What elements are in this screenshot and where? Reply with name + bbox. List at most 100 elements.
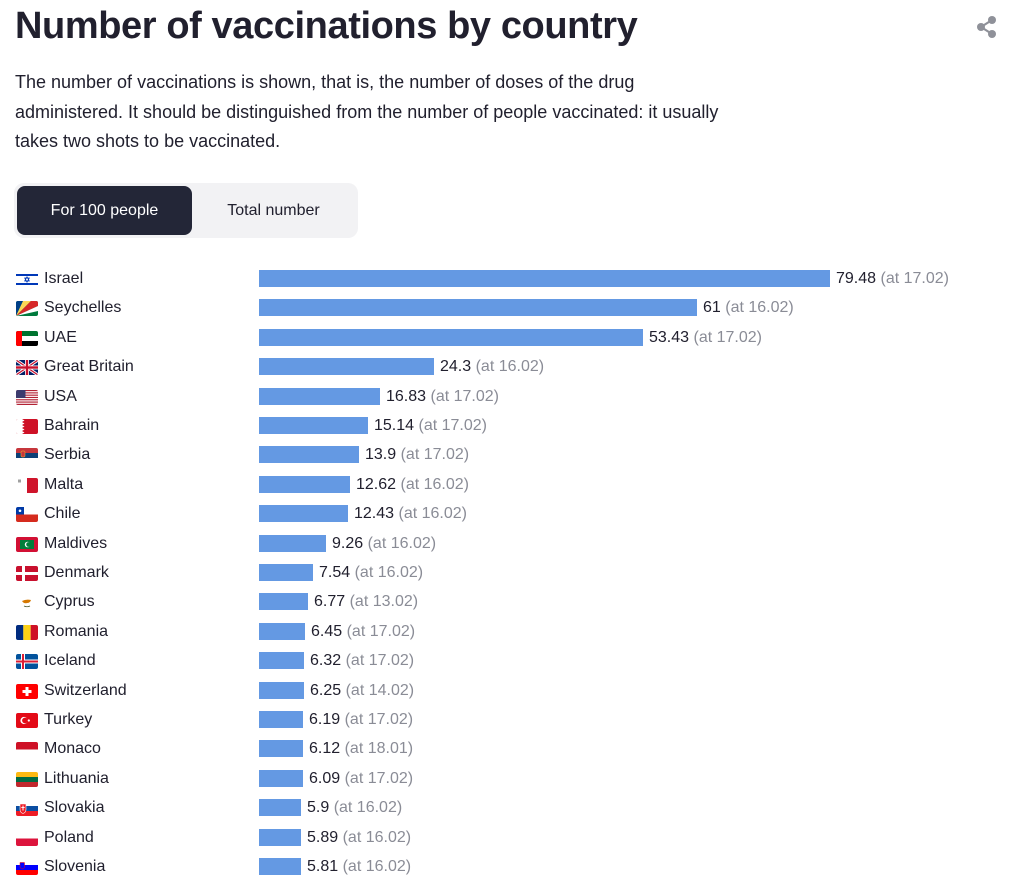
value-date: (at 18.01) xyxy=(344,740,414,758)
value-label: 6.25 (at 14.02) xyxy=(310,680,414,702)
value-date: (at 16.02) xyxy=(475,358,545,376)
value-label: 79.48 (at 17.02) xyxy=(836,268,949,290)
value-label: 6.12 (at 18.01) xyxy=(309,738,413,760)
bar xyxy=(259,534,326,552)
toggle-per-100-button[interactable]: For 100 people xyxy=(17,186,192,235)
country-label: Cyprus xyxy=(44,593,95,611)
bar xyxy=(259,769,303,787)
value-number: 6.45 xyxy=(311,622,347,640)
chart-row: Israel 79.48 (at 17.02) xyxy=(0,264,1024,293)
country-label: Chile xyxy=(44,505,81,523)
bar xyxy=(259,711,303,728)
country-label: Serbia xyxy=(44,446,91,464)
country-label: Slovenia xyxy=(44,858,106,875)
bar xyxy=(259,299,697,317)
value-number: 12.62 xyxy=(356,475,401,493)
bar xyxy=(259,740,303,758)
usa-flag-icon xyxy=(16,389,38,405)
country-label: Turkey xyxy=(44,711,93,728)
chart-row: Turkey 6.19 (at 17.02) xyxy=(0,705,1024,734)
bar xyxy=(259,270,830,287)
cyprus-flag-icon xyxy=(16,595,38,611)
bar xyxy=(259,681,304,699)
value-date: (at 17.02) xyxy=(400,446,470,464)
value-date: (at 17.02) xyxy=(880,270,949,287)
slovakia-flag-icon xyxy=(16,801,38,817)
value-number: 24.3 xyxy=(440,358,476,376)
value-date: (at 17.02) xyxy=(418,417,487,434)
value-label: 7.54 (at 16.02) xyxy=(319,562,423,584)
value-number: 15.14 xyxy=(374,417,419,434)
share-icon[interactable] xyxy=(972,12,1002,42)
chart-row: Great Britain 24.3 (at 16.02) xyxy=(0,352,1024,381)
value-date: (at 17.02) xyxy=(346,622,416,640)
value-date: (at 17.02) xyxy=(430,387,499,405)
chart-row: Slovenia 5.81 (at 16.02) xyxy=(0,852,1024,881)
value-number: 9.26 xyxy=(332,534,368,552)
value-date: (at 16.02) xyxy=(367,534,437,552)
value-number: 16.83 xyxy=(386,387,431,405)
chart-row: Switzerland 6.25 (at 14.02) xyxy=(0,676,1024,705)
value-date: (at 16.02) xyxy=(725,299,794,317)
chart-row: Denmark 7.54 (at 16.02) xyxy=(0,558,1024,587)
country-label: Switzerland xyxy=(44,681,127,699)
country-label: Slovakia xyxy=(44,799,105,817)
country-label: Israel xyxy=(44,270,84,287)
seychelles-flag-icon xyxy=(16,301,38,317)
bar xyxy=(259,622,305,640)
chart-description: The number of vaccinations is shown, tha… xyxy=(15,72,719,151)
country-label: Denmark xyxy=(44,564,109,581)
value-date: (at 16.02) xyxy=(342,858,412,875)
country-label: Great Britain xyxy=(44,358,134,376)
chart-row: Romania 6.45 (at 17.02) xyxy=(0,617,1024,646)
bar xyxy=(259,652,304,670)
romania-flag-icon xyxy=(16,624,38,640)
value-label: 6.09 (at 17.02) xyxy=(309,768,413,790)
value-label: 5.81 (at 16.02) xyxy=(307,856,411,878)
chile-flag-icon xyxy=(16,507,38,523)
chart-row: Poland 5.89 (at 16.02) xyxy=(0,823,1024,852)
country-label: Poland xyxy=(44,828,94,846)
value-label: 6.32 (at 17.02) xyxy=(310,650,414,672)
value-label: 15.14 (at 17.02) xyxy=(374,415,487,437)
maldives-flag-icon xyxy=(16,536,38,552)
bar xyxy=(259,387,380,405)
value-number: 79.48 xyxy=(836,270,881,287)
page-title: Number of vaccinations by country xyxy=(15,5,638,47)
chart-row: Seychelles 61 (at 16.02) xyxy=(0,293,1024,322)
value-date: (at 14.02) xyxy=(345,681,415,699)
chart-row: Iceland 6.32 (at 17.02) xyxy=(0,646,1024,675)
metric-toggle: For 100 people Total number xyxy=(14,183,358,238)
bar xyxy=(259,446,359,464)
bar xyxy=(259,417,368,434)
chart-row: UAE 53.43 (at 17.02) xyxy=(0,323,1024,352)
country-label: Monaco xyxy=(44,740,101,758)
chart-row: Maldives 9.26 (at 16.02) xyxy=(0,529,1024,558)
chart-row: Serbia 13.9 (at 17.02) xyxy=(0,440,1024,469)
country-label: UAE xyxy=(44,328,77,346)
chart-row: Lithuania 6.09 (at 17.02) xyxy=(0,764,1024,793)
value-label: 6.77 (at 13.02) xyxy=(314,591,418,613)
toggle-total-button[interactable]: Total number xyxy=(227,201,320,219)
great-britain-flag-icon xyxy=(16,360,38,376)
denmark-flag-icon xyxy=(16,566,38,581)
value-label: 5.9 (at 16.02) xyxy=(307,797,402,819)
value-number: 13.9 xyxy=(365,446,401,464)
value-date: (at 17.02) xyxy=(344,711,414,728)
slovenia-flag-icon xyxy=(16,860,38,875)
value-number: 12.43 xyxy=(354,505,399,523)
value-label: 16.83 (at 17.02) xyxy=(386,386,499,408)
country-label: USA xyxy=(44,387,77,405)
chart-row: Malta 12.62 (at 16.02) xyxy=(0,470,1024,499)
chart-row: Chile 12.43 (at 16.02) xyxy=(0,499,1024,528)
chart-row: Bahrain 15.14 (at 17.02) xyxy=(0,411,1024,440)
bar xyxy=(259,799,301,817)
country-label: Maldives xyxy=(44,534,108,552)
bar xyxy=(259,564,313,581)
chart-row: Monaco 6.12 (at 18.01) xyxy=(0,734,1024,763)
serbia-flag-icon xyxy=(16,448,38,464)
value-label: 24.3 (at 16.02) xyxy=(440,356,544,378)
bar xyxy=(259,475,350,493)
value-number: 6.19 xyxy=(309,711,345,728)
value-label: 12.43 (at 16.02) xyxy=(354,503,467,525)
